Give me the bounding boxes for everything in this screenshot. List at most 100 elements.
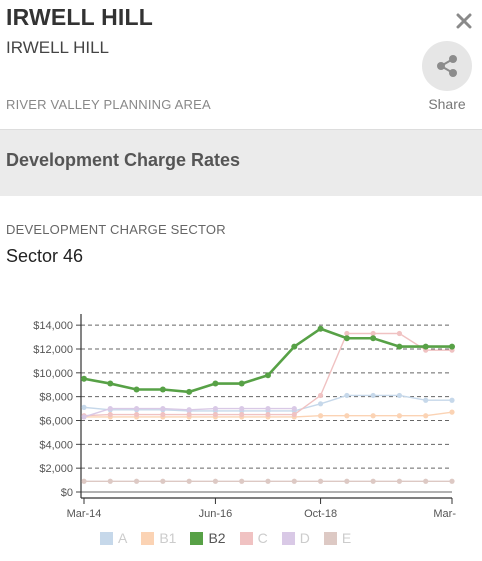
data-point-d (160, 405, 166, 412)
legend-label: B2 (208, 530, 226, 546)
data-point-e (133, 478, 140, 484)
legend-item-c[interactable]: C (239, 530, 268, 546)
data-point-e (449, 478, 455, 484)
legend-item-e[interactable]: E (323, 530, 351, 546)
data-point-d (107, 405, 113, 412)
close-button[interactable] (452, 9, 476, 33)
data-point-a (344, 392, 350, 399)
data-point-b2 (212, 380, 219, 387)
legend-item-b1[interactable]: B1 (141, 530, 176, 546)
data-point-b2 (396, 343, 403, 350)
data-point-b1 (449, 409, 455, 415)
legend-swatch (100, 531, 113, 545)
data-point-c (186, 411, 192, 418)
data-point-c (317, 392, 324, 399)
legend-label: C (257, 530, 268, 546)
data-point-b1 (370, 413, 376, 419)
legend-swatch (190, 531, 204, 545)
data-point-b1 (344, 413, 350, 419)
data-point-c (344, 330, 350, 337)
data-point-e (396, 478, 403, 484)
data-point-a (370, 392, 376, 399)
section-title: Development Charge Rates (6, 150, 241, 170)
data-point-d (291, 405, 297, 412)
data-point-b2 (370, 335, 377, 342)
section-header: Development Charge Rates (0, 129, 482, 196)
legend-item-a[interactable]: A (100, 530, 127, 546)
y-tick-label: $4,000 (39, 439, 73, 451)
legend-item-b2[interactable]: B2 (190, 530, 226, 546)
data-point-e (265, 478, 271, 484)
data-point-b2 (238, 380, 245, 387)
page-title: IRWELL HILL (6, 4, 154, 30)
data-point-b2 (317, 325, 324, 332)
legend-swatch (281, 531, 295, 545)
data-point-b2 (186, 388, 193, 395)
data-point-c (160, 411, 166, 418)
page-subtitle: IRWELL HILL (6, 38, 109, 57)
share-button[interactable] (422, 41, 472, 91)
data-point-b2 (81, 375, 87, 382)
data-point-a (81, 404, 87, 410)
legend-swatch (323, 531, 337, 545)
data-point-d (239, 405, 245, 412)
data-point-c (370, 330, 376, 337)
data-point-b2 (107, 380, 114, 387)
data-point-b1 (396, 413, 403, 419)
data-point-b2 (291, 343, 298, 350)
data-point-b1 (317, 413, 324, 419)
data-point-a (317, 401, 324, 407)
data-point-a (449, 397, 455, 403)
data-point-e (291, 478, 297, 484)
data-point-b2 (422, 343, 429, 350)
data-point-c (133, 411, 140, 418)
data-point-e (344, 478, 350, 484)
y-tick-label: $0 (61, 487, 73, 499)
legend-swatch (141, 531, 155, 545)
data-point-d (186, 407, 192, 413)
y-tick-label: $6,000 (39, 415, 73, 427)
x-tick-label: Oct-18 (304, 508, 337, 520)
data-point-b2 (133, 386, 140, 393)
data-point-b2 (449, 343, 455, 350)
data-point-a (396, 392, 403, 399)
data-point-a (423, 397, 429, 403)
sector-label: DEVELOPMENT CHARGE SECTOR (6, 222, 226, 237)
development-charge-chart: $0 $2,000 $4,000 $6,000 $8,000 $10,000 $12,000… (33, 314, 456, 520)
legend-swatch (239, 531, 253, 545)
sector-value: Sector 46 (6, 246, 84, 266)
planning-area-label: RIVER VALLEY PLANNING AREA (6, 97, 211, 112)
legend-label: D (299, 530, 310, 546)
data-point-e (212, 478, 219, 484)
data-point-e (317, 478, 324, 484)
x-tick-label: Mar-14 (67, 508, 102, 520)
data-point-c (107, 411, 113, 418)
close-icon (456, 13, 472, 29)
data-point-e (239, 478, 245, 484)
share-icon (437, 55, 457, 77)
data-point-d (265, 405, 271, 412)
chart-legend: A B1 B2 C D E (100, 530, 365, 546)
data-point-b2 (159, 386, 166, 393)
y-tick-label: $12,000 (33, 344, 73, 356)
legend-item-d[interactable]: D (281, 530, 310, 546)
y-tick-label: $10,000 (33, 368, 73, 380)
data-point-c (239, 411, 245, 418)
legend-label: B1 (159, 530, 177, 546)
data-point-b1 (423, 413, 429, 419)
data-point-e (423, 478, 429, 484)
y-tick-label: $8,000 (39, 392, 73, 404)
data-point-d (81, 414, 87, 420)
data-point-e (107, 478, 113, 484)
series-line-b2 (83, 327, 452, 394)
legend-label: A (118, 530, 128, 546)
data-point-c (291, 411, 297, 418)
data-point-e (81, 478, 87, 484)
data-point-c (212, 411, 219, 418)
data-point-b2 (265, 372, 271, 379)
data-point-b2 (343, 335, 350, 342)
y-tick-label: $2,000 (39, 463, 73, 475)
data-point-e (186, 478, 192, 484)
x-tick-label: Mar- (433, 508, 456, 520)
